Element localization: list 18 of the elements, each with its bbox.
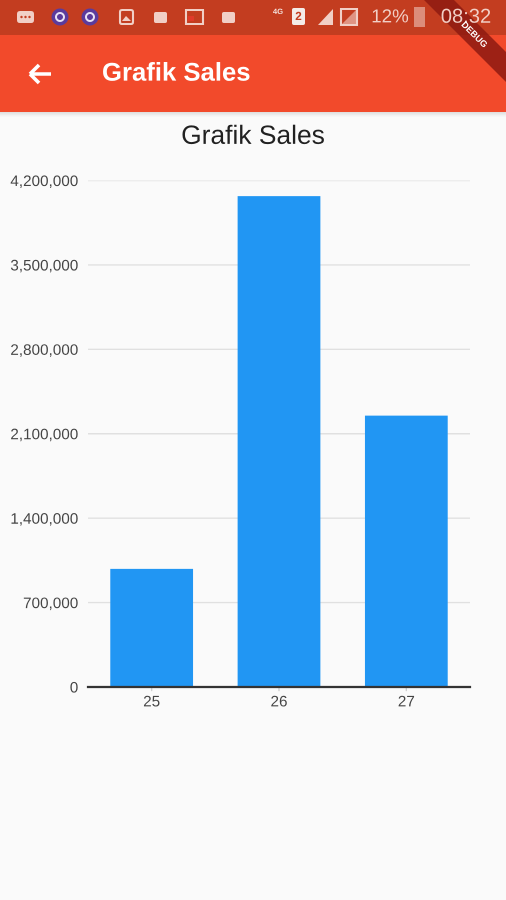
- bar: [110, 568, 194, 687]
- text: 08:32: [442, 8, 490, 23]
- y-tick-label: 0: [70, 682, 78, 693]
- y-tick-label: 2,800,000: [11, 344, 78, 357]
- y-tick-label: 700,000: [24, 597, 78, 610]
- y-tick-label: 4,200,000: [10, 175, 78, 188]
- text: 12%: [372, 9, 408, 22]
- text: 2: [296, 12, 302, 20]
- x-tick-label: 25: [144, 696, 160, 707]
- text: Grafik Sales: [103, 62, 250, 81]
- chart-title: Grafik Sales: [182, 124, 324, 144]
- bar: [238, 196, 320, 687]
- y-tick-label: 2,100,000: [11, 428, 78, 442]
- x-tick-label: 27: [398, 696, 414, 706]
- y-tick-label: 1,400,000: [11, 513, 78, 526]
- y-tick-label: 3,500,000: [10, 260, 78, 272]
- bar: [364, 416, 448, 687]
- x-tick-label: 26: [271, 696, 287, 707]
